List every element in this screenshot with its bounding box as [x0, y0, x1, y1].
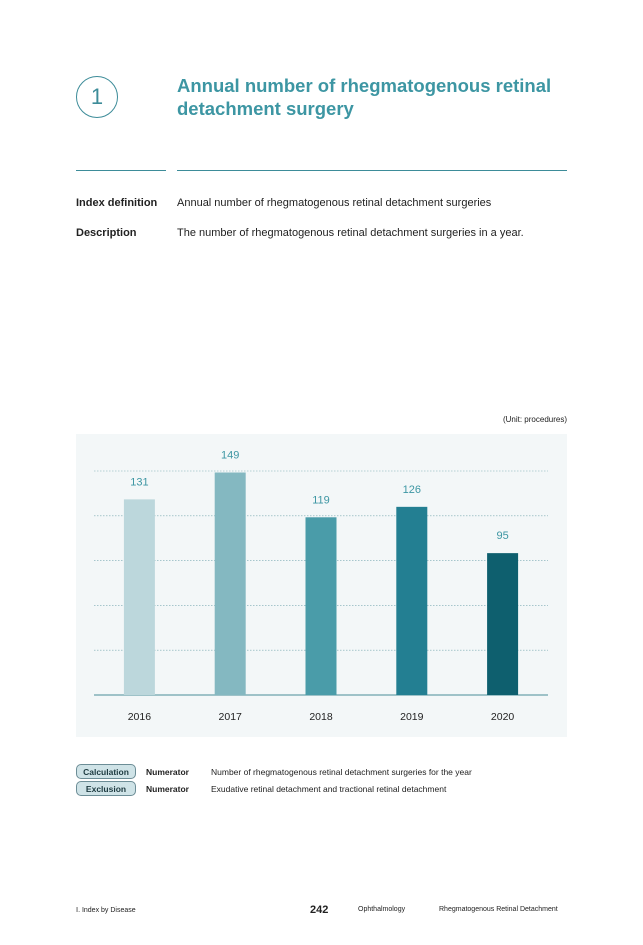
page-title-line-1: Annual number of rhegmatogenous retinal: [177, 75, 552, 96]
exclusion-numerator-text: Exudative retinal detachment and tractio…: [211, 784, 447, 794]
bar-2020: [487, 553, 519, 695]
x-tick-label-2016: 2016: [128, 711, 152, 723]
exclusion-tag: Exclusion: [76, 781, 136, 796]
data-label-2017: 149: [221, 449, 239, 461]
footer-section: Ⅰ. Index by Disease: [76, 907, 136, 914]
description-text: The number of rhegmatogenous retinal det…: [177, 227, 524, 239]
x-tick-label-2017: 2017: [219, 711, 243, 723]
exclusion-numerator-label: Numerator: [146, 784, 189, 794]
index-definition-label: Index definition: [76, 197, 158, 209]
data-label-2020: 95: [496, 530, 508, 542]
footer-page-number: 242: [310, 904, 329, 916]
data-label-2019: 126: [403, 484, 421, 496]
data-label-2018: 119: [312, 494, 330, 506]
index-definition-text: Annual number of rhegmatogenous retinal …: [177, 197, 492, 209]
page-title-line-2: detachment surgery: [177, 98, 354, 119]
section-number: 1: [90, 84, 104, 109]
page-title: Annual number of rhegmatogenous retinal …: [177, 74, 577, 120]
section-number-badge: 1: [76, 76, 118, 118]
data-label-2016: 131: [130, 476, 148, 488]
x-tick-label-2019: 2019: [400, 711, 424, 723]
divider-right: [177, 170, 567, 171]
divider-left: [76, 170, 166, 171]
bar-2018: [305, 517, 337, 695]
footer-department: Ophthalmology: [358, 906, 406, 913]
bar-2016: [123, 499, 155, 695]
x-tick-label-2020: 2020: [491, 711, 515, 723]
unit-label: (Unit: procedures): [502, 415, 567, 424]
description-label: Description: [76, 227, 137, 239]
bar-2019: [396, 506, 428, 695]
footer-topic: Rhegmatogenous Retinal Detachment: [439, 906, 558, 913]
calculation-tag: Calculation: [76, 764, 136, 779]
calculation-numerator-text: Number of rhegmatogenous retinal detachm…: [211, 767, 472, 777]
calculation-numerator-label: Numerator: [146, 767, 189, 777]
bar-chart-svg: 131 2016 149 2017 119 2018 126 2019 95 2020: [94, 449, 548, 723]
x-tick-label-2018: 2018: [309, 711, 333, 723]
bar-2017: [214, 472, 246, 695]
bar-chart: 131 2016 149 2017 119 2018 126 2019 95 2020: [76, 434, 567, 737]
